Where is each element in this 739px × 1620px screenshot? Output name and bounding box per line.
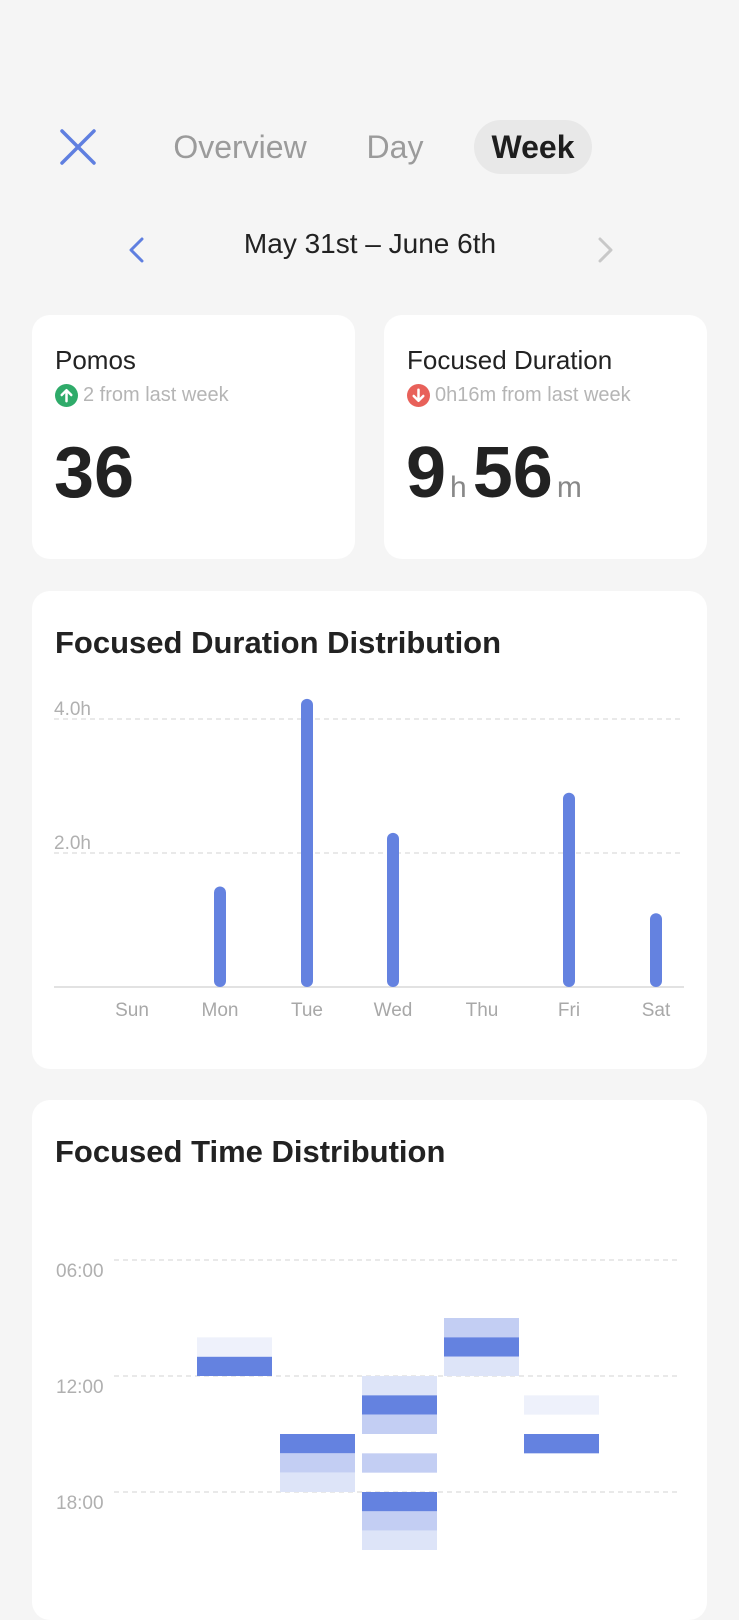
top-bar: Overview Day Week [0, 110, 739, 174]
bar-mon [214, 886, 226, 987]
next-week-button[interactable] [588, 234, 620, 266]
x-tick-label: Mon [202, 1000, 239, 1021]
focused-duration-delta-text: 0h16m from last week [435, 383, 631, 406]
heat-cell-mon [197, 1356, 272, 1376]
chevron-right-icon [598, 237, 613, 263]
pomos-title: Pomos [55, 345, 136, 375]
bar-wed [387, 832, 399, 987]
heat-cell-tue [280, 1472, 355, 1492]
heat-cell-fri [524, 1434, 599, 1454]
tab-day[interactable]: Day [366, 129, 424, 165]
heat-cell-wed [362, 1414, 437, 1434]
focused-duration-delta: 0h16m from last week [407, 383, 631, 407]
previous-week-button[interactable] [122, 234, 154, 266]
x-tick-label: Sun [115, 1000, 149, 1021]
heat-cell-thu [444, 1318, 519, 1338]
chevron-left-icon [129, 237, 144, 263]
x-tick-label: Sat [642, 1000, 671, 1021]
heat-cell-thu [444, 1337, 519, 1357]
bar-tue [301, 698, 313, 987]
focused-minutes: 56 [472, 433, 553, 513]
focused-minutes-unit: m [556, 471, 582, 504]
heat-cell-wed [362, 1395, 437, 1415]
pomos-value: 36 [54, 433, 135, 513]
focused-hours: 9 [406, 433, 447, 513]
duration-distribution-chart: 2.0h 4.0h Sun Mon Tue Wed Thu Fri Sat [54, 698, 684, 1021]
bar-fri [563, 792, 575, 987]
duration-distribution-title: Focused Duration Distribution [55, 625, 502, 660]
pomos-delta-text: 2 from last week [83, 383, 229, 406]
tab-overview[interactable]: Overview [173, 129, 307, 165]
y-tick-label: 12:00 [56, 1377, 104, 1398]
x-tick-label: Wed [374, 1000, 413, 1021]
focused-hours-unit: h [450, 471, 467, 504]
focused-duration-value: 9 h56 m [406, 433, 588, 528]
heat-cell-wed [362, 1492, 437, 1512]
time-distribution-card: Focused Time Distribution 06:00 12:00 18:0… [32, 1100, 707, 1620]
arrow-up-circle-icon [55, 383, 78, 407]
y-tick-label: 4.0h [54, 699, 91, 720]
date-navigation: May 31st – June 6th [0, 222, 739, 278]
heat-cell-wed [362, 1511, 437, 1531]
bar-sat [650, 913, 662, 987]
time-distribution-chart: 06:00 12:00 18:00 [56, 1259, 680, 1550]
heat-cell-thu [444, 1356, 519, 1376]
y-tick-label: 2.0h [54, 833, 91, 854]
pomos-delta: 2 from last week [55, 383, 229, 407]
date-range-label: May 31st – June 6th [243, 228, 497, 259]
time-distribution-title: Focused Time Distribution [55, 1134, 446, 1169]
heat-cell-tue [280, 1453, 355, 1473]
focused-duration-title: Focused Duration [407, 345, 613, 375]
duration-distribution-card: Focused Duration Distribution 2.0h 4.0h Su… [32, 591, 707, 1069]
tab-week[interactable]: Week [474, 120, 592, 174]
heat-cell-wed [362, 1530, 437, 1550]
heat-cell-wed [362, 1376, 437, 1396]
heat-cell-wed [362, 1453, 437, 1473]
heat-cell-tue [280, 1434, 355, 1454]
close-button[interactable] [55, 124, 101, 170]
x-tick-label: Tue [291, 1000, 323, 1021]
x-tick-label: Fri [558, 1000, 580, 1021]
close-icon [60, 129, 96, 165]
pomos-card: Pomos 2 from last week 36 [32, 315, 355, 559]
heat-cell-mon [197, 1337, 272, 1357]
y-tick-label: 06:00 [56, 1261, 104, 1282]
heat-cell-fri [524, 1395, 599, 1415]
arrow-down-circle-icon [407, 383, 430, 407]
y-tick-label: 18:00 [56, 1493, 104, 1514]
x-tick-label: Thu [466, 1000, 499, 1021]
